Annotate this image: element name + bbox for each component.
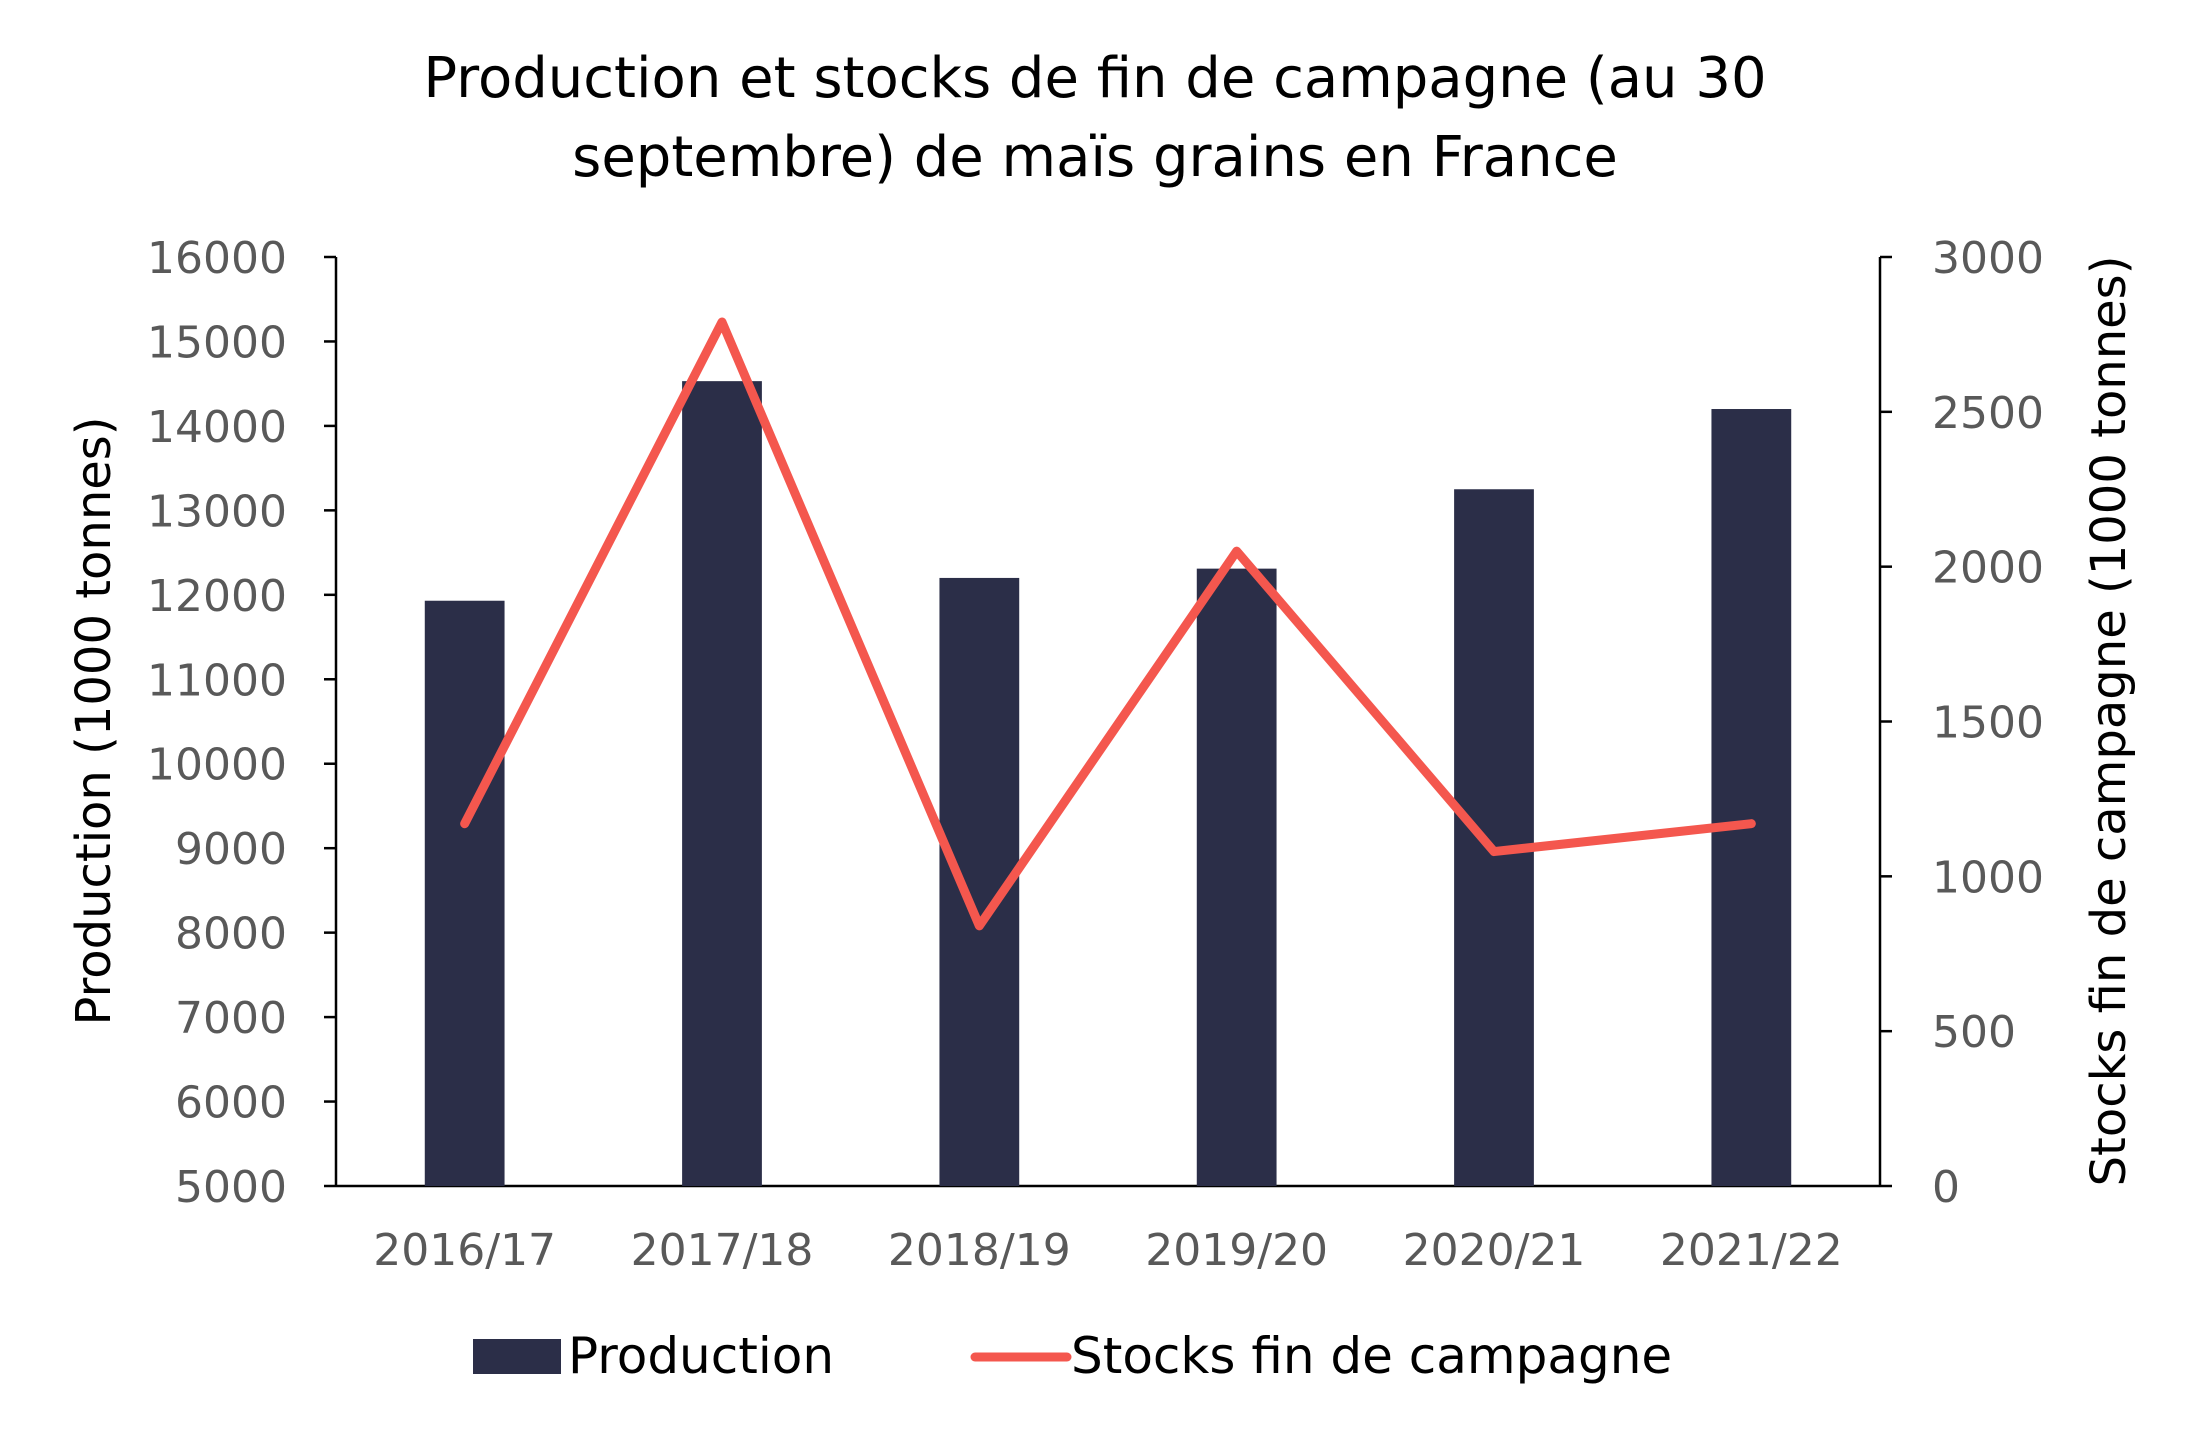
- stocks-point-2021-22: [1750, 823, 1752, 825]
- x-tick-label: 2020/21: [1403, 1225, 1586, 1276]
- left-tick-label: 10000: [147, 740, 287, 791]
- left-tick-label: 15000: [147, 317, 287, 368]
- right-tick-label: 1000: [1932, 852, 2044, 903]
- right-tick-label: 3000: [1932, 233, 2044, 284]
- legend-production-label: Production: [568, 1327, 834, 1385]
- stocks-point-2017-18: [721, 321, 723, 323]
- stocks-point-2018-19: [978, 925, 980, 927]
- right-axis-ticks: 3000 2500 2000 1500 1000 500 0: [1880, 233, 2044, 1213]
- production-bar-2020-21: [1454, 489, 1534, 1186]
- stocks-line-series: [460, 317, 1756, 931]
- left-tick-label: 16000: [147, 233, 287, 284]
- right-tick-label: 2000: [1932, 543, 2044, 594]
- left-axis-title: Production (1000 tonnes): [66, 416, 122, 1025]
- x-tick-label: 2018/19: [888, 1225, 1071, 1276]
- left-tick-label: 14000: [147, 402, 287, 453]
- left-tick-label: 8000: [175, 909, 287, 960]
- left-tick-label: 13000: [147, 486, 287, 537]
- legend: Production Stocks fin de campagne: [473, 1327, 1672, 1385]
- right-tick-label: 1500: [1932, 698, 2044, 749]
- left-tick-label: 6000: [175, 1078, 287, 1129]
- production-bar-2016-17: [424, 600, 505, 1186]
- left-tick-label: 5000: [175, 1162, 287, 1213]
- stocks-point-2019-20: [1236, 550, 1238, 552]
- production-bar-2017-18: [682, 381, 762, 1186]
- x-tick-label: 2017/18: [631, 1225, 814, 1276]
- production-bar-2019-20: [1196, 568, 1277, 1186]
- chart-title-line2: septembre) de maïs grains en France: [572, 125, 1618, 190]
- left-tick-label: 11000: [147, 655, 287, 706]
- x-tick-label: 2019/20: [1145, 1225, 1328, 1276]
- right-axis-title: Stocks fin de campagne (1000 tonnes): [2081, 256, 2137, 1187]
- legend-stocks-label: Stocks fin de campagne: [1071, 1327, 1672, 1385]
- right-tick-label: 0: [1932, 1162, 1960, 1213]
- x-tick-label: 2016/17: [373, 1225, 556, 1276]
- stocks-point-2016-17: [464, 823, 466, 825]
- left-tick-label: 12000: [147, 571, 287, 622]
- right-tick-label: 2500: [1932, 388, 2044, 439]
- right-tick-label: 500: [1932, 1007, 2016, 1058]
- left-tick-label: 9000: [175, 824, 287, 875]
- stocks-point-2020-21: [1493, 851, 1495, 853]
- chart-title-line1: Production et stocks de fin de campagne …: [423, 46, 1766, 111]
- stocks-line: [460, 317, 1756, 931]
- production-bar-2021-22: [1711, 409, 1792, 1186]
- left-tick-label: 7000: [175, 993, 287, 1044]
- left-axis-ticks: 16000 15000 14000 13000 12000 11000 10000 9000 8…: [147, 233, 336, 1213]
- x-axis-labels: 2016/17 2017/18 2018/19 2019/20 2020/21 2021/…: [373, 1225, 1842, 1276]
- x-tick-label: 2021/22: [1660, 1225, 1843, 1276]
- legend-production-swatch: [473, 1339, 561, 1374]
